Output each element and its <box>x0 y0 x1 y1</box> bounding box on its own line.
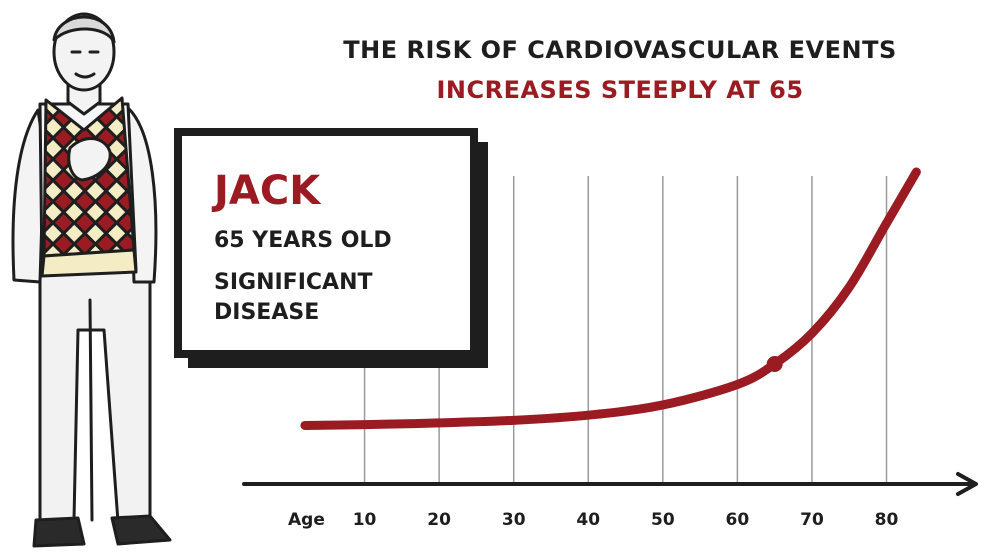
x-axis <box>242 472 978 496</box>
man-illustration <box>11 12 172 548</box>
chart-subtitle: INCREASES STEEPLY AT 65 <box>436 76 804 104</box>
x-tick-label: 20 <box>427 510 451 530</box>
x-axis-label: Age <box>288 510 325 530</box>
x-tick-label: 30 <box>502 510 526 530</box>
x-tick-label: 10 <box>353 510 377 530</box>
x-tick-label: 80 <box>875 510 899 530</box>
age-65-marker <box>766 356 783 372</box>
x-tick-label: 70 <box>800 510 824 530</box>
card-condition: SIGNIFICANT DISEASE <box>214 270 373 325</box>
card-age: 65 YEARS OLD <box>214 228 392 253</box>
x-axis-arrow-icon <box>956 472 978 496</box>
card-box <box>174 128 478 358</box>
card-name: JACK <box>214 168 321 214</box>
x-tick-labels: 10 20 30 40 50 60 70 80 <box>353 510 899 530</box>
character-card <box>174 128 488 368</box>
risk-curve <box>300 167 921 430</box>
x-tick-label: 40 <box>576 510 600 530</box>
x-tick-label: 50 <box>651 510 675 530</box>
chart-title: THE RISK OF CARDIOVASCULAR EVENTS <box>343 36 897 64</box>
x-tick-label: 60 <box>726 510 750 530</box>
